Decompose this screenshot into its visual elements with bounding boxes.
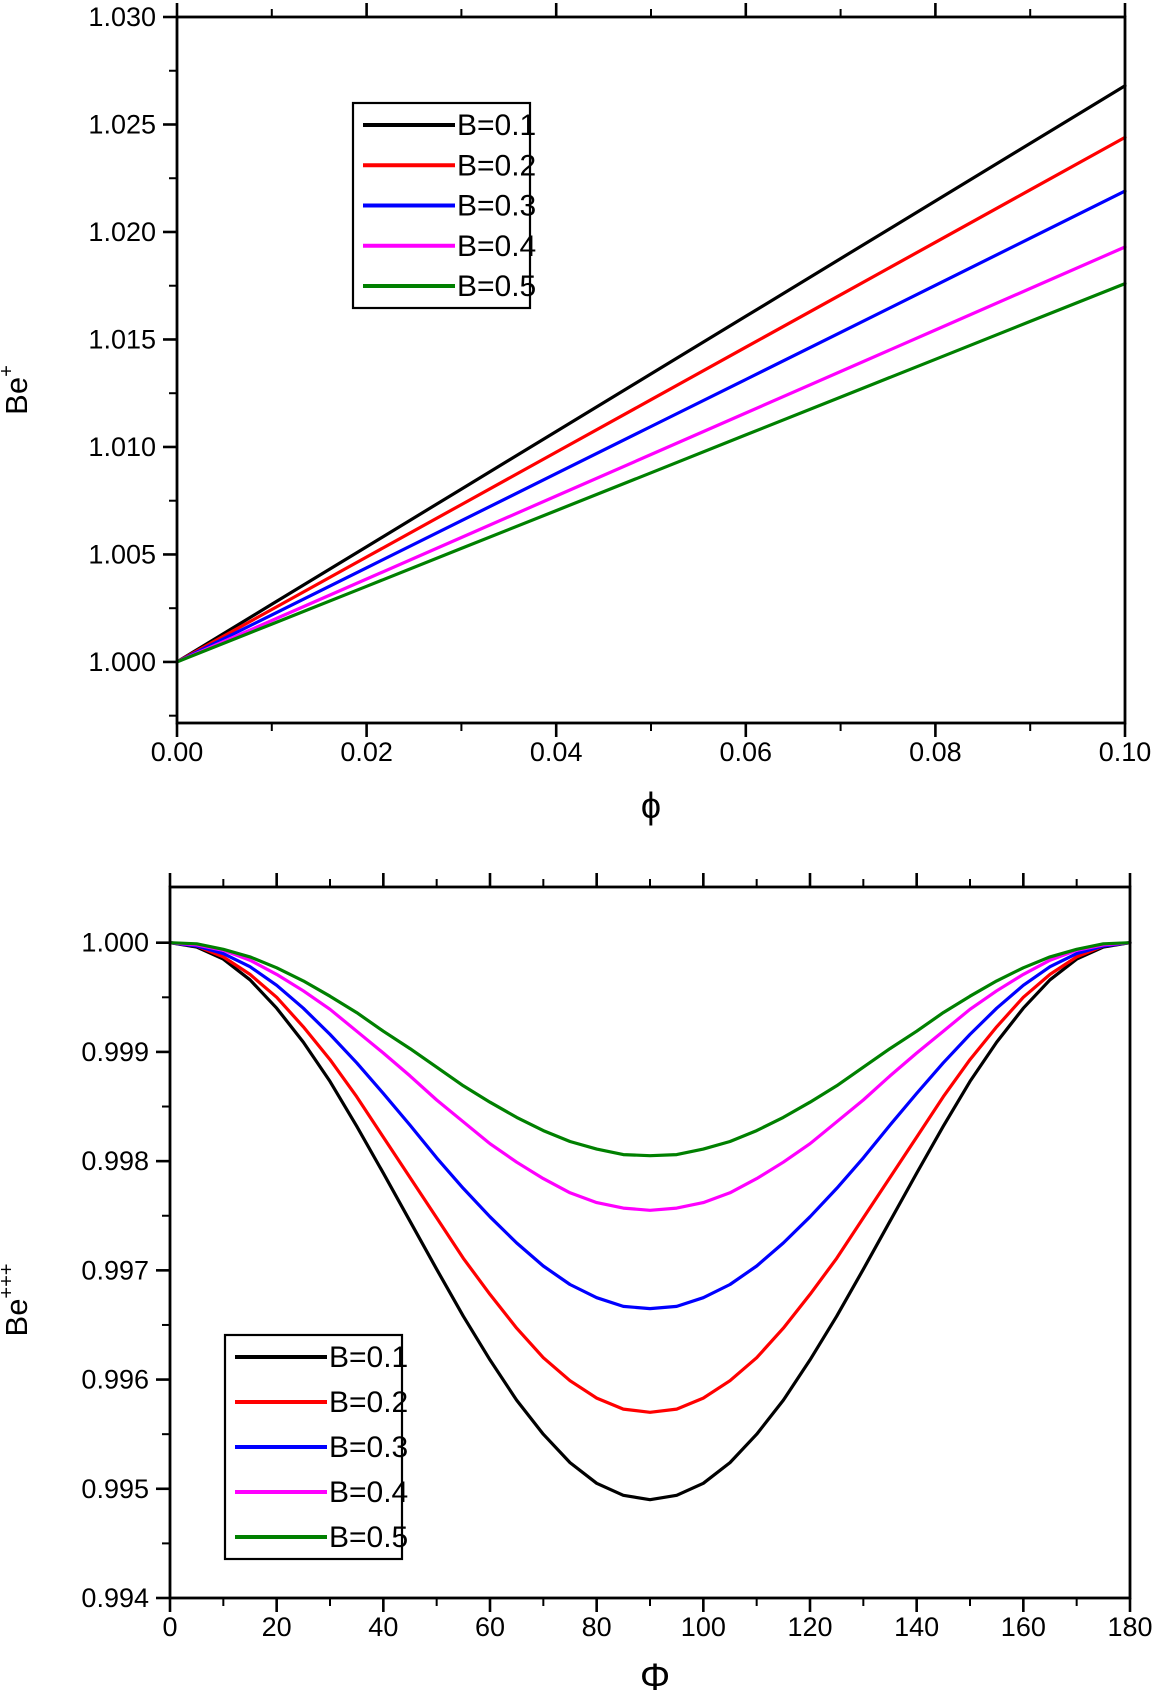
series-line-b-0-4: [168, 941, 1132, 1212]
y-axis-label: Be+++: [0, 1264, 34, 1337]
series-lines: [175, 84, 1127, 664]
x-tick-label: 0.08: [909, 737, 962, 767]
legend-label: B=0.2: [329, 1386, 408, 1419]
y-tick-label: 1.005: [88, 539, 156, 569]
series-line-b-0-3: [175, 189, 1127, 664]
legend-label: B=0.2: [457, 149, 536, 182]
axis-ticks: [163, 3, 1127, 737]
y-axis-label-superscript: +++: [0, 1264, 18, 1299]
x-tick-label: 160: [1001, 1612, 1046, 1642]
x-tick-label: 40: [368, 1612, 398, 1642]
y-tick-label: 1.000: [81, 928, 149, 958]
y-axis-label-base: Be: [0, 1299, 34, 1337]
legend-label: B=0.1: [329, 1341, 408, 1374]
legend-label: B=0.5: [457, 270, 536, 303]
y-tick-label: 1.025: [88, 109, 156, 139]
x-tick-label: 0.02: [340, 737, 393, 767]
legend: B=0.1 B=0.2 B=0.3 B=0.4 B=0.5: [223, 1333, 408, 1561]
legend-label: B=0.4: [329, 1476, 408, 1509]
series-line-b-0-4: [175, 245, 1127, 664]
y-tick-label: 0.997: [81, 1255, 149, 1285]
y-tick-label: 0.998: [81, 1146, 149, 1176]
axis-ticks: [156, 873, 1132, 1612]
series-lines: [168, 941, 1132, 1502]
x-tick-label: 100: [681, 1612, 726, 1642]
y-tick-label: 0.995: [81, 1474, 149, 1504]
series-line-b-0-1: [168, 941, 1132, 1502]
y-tick-label: 1.015: [88, 324, 156, 354]
tick-labels: 0 20 40 60 80 100 120 140 160 180 0.994 0.995 0.996 0…: [81, 928, 1152, 1642]
legend-label: B=0.3: [329, 1431, 408, 1464]
x-tick-label: 80: [582, 1612, 612, 1642]
y-axis-label-superscript: +: [0, 365, 18, 377]
bottom-chart: 0 20 40 60 80 100 120 140 160 180 0.994 0.995 0.996 0…: [0, 873, 1153, 1699]
y-tick-label: 0.996: [81, 1365, 149, 1395]
tick-labels: 0.00 0.02 0.04 0.06 0.08 0.10 1.000 1.005 1.010 1…: [88, 2, 1151, 767]
y-axis-label: Be+: [0, 365, 34, 415]
y-axis-label-base: Be: [0, 377, 34, 415]
x-tick-label: 0.00: [151, 737, 204, 767]
x-tick-label: 0.04: [530, 737, 583, 767]
y-tick-label: 0.994: [81, 1583, 149, 1613]
x-tick-label: 0.10: [1099, 737, 1152, 767]
legend-label: B=0.4: [457, 230, 536, 263]
x-tick-label: 0.06: [720, 737, 773, 767]
x-axis-label: ϕ: [641, 785, 661, 826]
series-line-b-0-1: [175, 84, 1127, 664]
y-tick-label: 1.030: [88, 2, 156, 32]
legend-label: B=0.3: [457, 190, 536, 223]
legend: B=0.1 B=0.2 B=0.3 B=0.4 B=0.5: [351, 101, 536, 310]
y-tick-label: 1.020: [88, 217, 156, 247]
x-tick-label: 120: [787, 1612, 832, 1642]
y-tick-label: 1.010: [88, 432, 156, 462]
series-line-b-0-2: [168, 941, 1132, 1414]
x-tick-label: 0: [162, 1612, 177, 1642]
series-line-b-0-5: [175, 282, 1127, 664]
legend-label: B=0.1: [457, 109, 536, 142]
legend-label: B=0.5: [329, 1521, 408, 1554]
y-tick-label: 1.000: [88, 647, 156, 677]
series-line-b-0-2: [175, 135, 1127, 664]
plot-frame: [175, 15, 1127, 725]
x-axis-label: Φ: [640, 1657, 670, 1699]
x-tick-label: 180: [1107, 1612, 1152, 1642]
x-tick-label: 140: [894, 1612, 939, 1642]
x-tick-label: 20: [262, 1612, 292, 1642]
y-tick-label: 0.999: [81, 1037, 149, 1067]
series-line-b-0-5: [168, 941, 1132, 1158]
top-chart: 0.00 0.02 0.04 0.06 0.08 0.10 1.000 1.005 1.010 1…: [0, 2, 1151, 826]
x-tick-label: 60: [475, 1612, 505, 1642]
series-line-b-0-3: [168, 941, 1132, 1311]
